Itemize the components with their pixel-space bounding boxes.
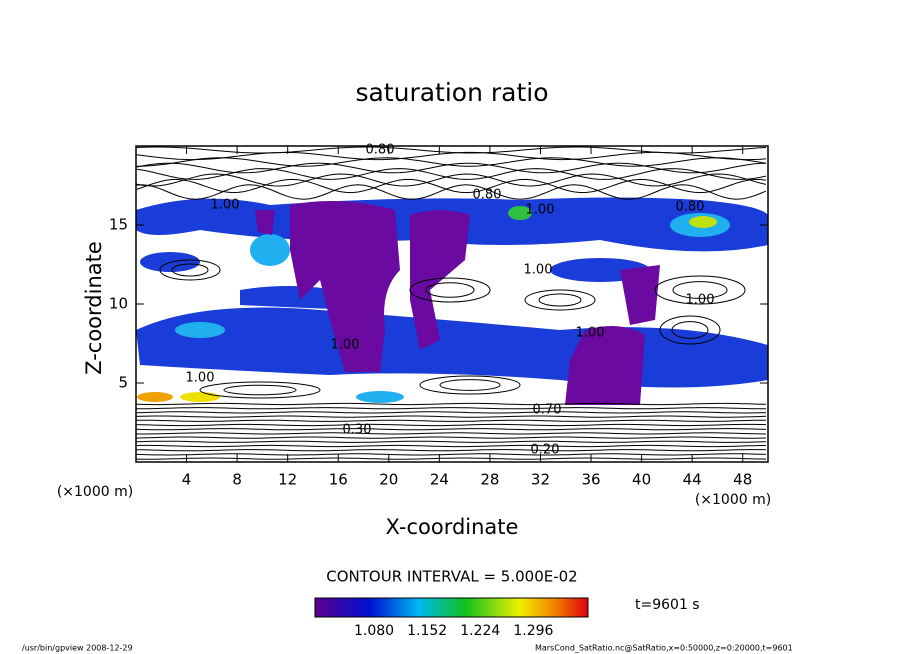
- x-tick-label: 40: [632, 471, 651, 489]
- shade: [620, 265, 660, 325]
- contour-line: [223, 384, 297, 396]
- x-tick-label: 44: [683, 471, 702, 489]
- contour-line: [136, 184, 767, 200]
- contour-field: [136, 146, 768, 460]
- x-tick-label: 32: [531, 471, 550, 489]
- colorbar: [314, 597, 589, 618]
- x-tick-label: 20: [379, 471, 398, 489]
- contour-line: [136, 428, 767, 431]
- contour-label: 1.00: [331, 338, 360, 353]
- shade: [250, 234, 290, 266]
- y-tick-label: 5: [118, 374, 128, 392]
- footer-left: /usr/bin/gpview 2008-12-29: [22, 644, 133, 653]
- chart-title: saturation ratio: [355, 78, 548, 107]
- colorbar-tick-label: 1.152: [407, 623, 447, 639]
- time-label: t=9601 s: [635, 597, 700, 613]
- shade: [137, 392, 173, 402]
- shade: [508, 206, 532, 220]
- shade: [175, 322, 225, 338]
- x-tick-label: 4: [182, 471, 192, 489]
- contour-line: [136, 432, 767, 435]
- contour-label: 1.00: [524, 263, 553, 278]
- plot-frame: [135, 145, 769, 463]
- footer-right: MarsCond_SatRatio.nc@SatRatio,x=0:50000,…: [535, 644, 793, 653]
- y-unit: (×1000 m): [57, 484, 133, 500]
- contour-line: [659, 315, 721, 345]
- contour-label: 0.80: [366, 143, 395, 158]
- contour-label: 0.70: [533, 403, 562, 418]
- contour-line: [439, 379, 501, 391]
- contour-line: [425, 282, 475, 298]
- contour-line: [538, 293, 582, 307]
- contour-line: [136, 157, 767, 167]
- contour-line: [671, 321, 709, 339]
- y-tick-label: 10: [109, 295, 128, 313]
- colorbar-tick-label: 1.296: [513, 623, 553, 639]
- contour-line: [171, 263, 209, 277]
- contour-line: [136, 436, 767, 439]
- shade: [356, 391, 404, 403]
- x-tick-label: 24: [430, 471, 449, 489]
- contour-line: [136, 415, 767, 418]
- x-axis-label: X-coordinate: [386, 515, 519, 539]
- contour-line: [136, 173, 767, 187]
- contour-line: [136, 178, 767, 194]
- contour-line: [136, 411, 767, 414]
- shade: [410, 210, 470, 350]
- contour-line: [672, 281, 728, 299]
- shade: [140, 252, 200, 272]
- contour-line: [136, 146, 767, 154]
- contour-line: [409, 277, 491, 303]
- x-tick-label: 16: [329, 471, 348, 489]
- x-tick-label: 12: [278, 471, 297, 489]
- contour-line: [136, 162, 767, 174]
- contour-interval: CONTOUR INTERVAL = 5.000E-02: [326, 568, 577, 586]
- x-tick-label: 8: [232, 471, 242, 489]
- contour-label: 0.80: [473, 188, 502, 203]
- contour-line: [136, 423, 767, 427]
- shade: [689, 216, 717, 228]
- x-tick-label: 28: [480, 471, 499, 489]
- shade: [255, 210, 275, 235]
- contour-label: 1.00: [686, 293, 715, 308]
- contour-label: 1.00: [186, 371, 215, 386]
- contour-label: 1.00: [526, 203, 555, 218]
- contour-line: [419, 375, 521, 395]
- contour-lines: [136, 146, 767, 460]
- contour-line: [136, 419, 767, 422]
- shade: [136, 307, 768, 388]
- contour-line: [524, 289, 596, 311]
- x-tick-label: 36: [581, 471, 600, 489]
- contour-line: [136, 402, 767, 406]
- contour-line: [136, 449, 767, 452]
- shade: [180, 392, 220, 402]
- colorbar-tick-label: 1.080: [354, 623, 394, 639]
- contour-label: 0.80: [676, 200, 705, 215]
- contour-label: 0.20: [531, 443, 560, 458]
- contour-label: 1.00: [576, 326, 605, 341]
- contour-line: [199, 381, 321, 399]
- contour-line: [136, 444, 767, 448]
- contour-label: 1.00: [211, 198, 240, 213]
- contour-line: [136, 457, 767, 460]
- contour-line: [654, 275, 746, 305]
- contour-label: 0.30: [343, 423, 372, 438]
- contour-line: [136, 151, 767, 161]
- contour-line: [136, 440, 767, 443]
- y-tick-label: 15: [109, 216, 128, 234]
- x-unit: (×1000 m): [695, 492, 771, 508]
- contour-line: [136, 168, 767, 180]
- shade: [565, 326, 645, 405]
- y-axis-label: Z-coordinate: [82, 241, 106, 375]
- x-tick-label: 48: [733, 471, 752, 489]
- contour-line: [159, 259, 221, 281]
- colorbar-tick-label: 1.224: [460, 623, 500, 639]
- contour-line: [136, 407, 766, 410]
- shade: [290, 201, 400, 372]
- contour-line: [136, 453, 767, 456]
